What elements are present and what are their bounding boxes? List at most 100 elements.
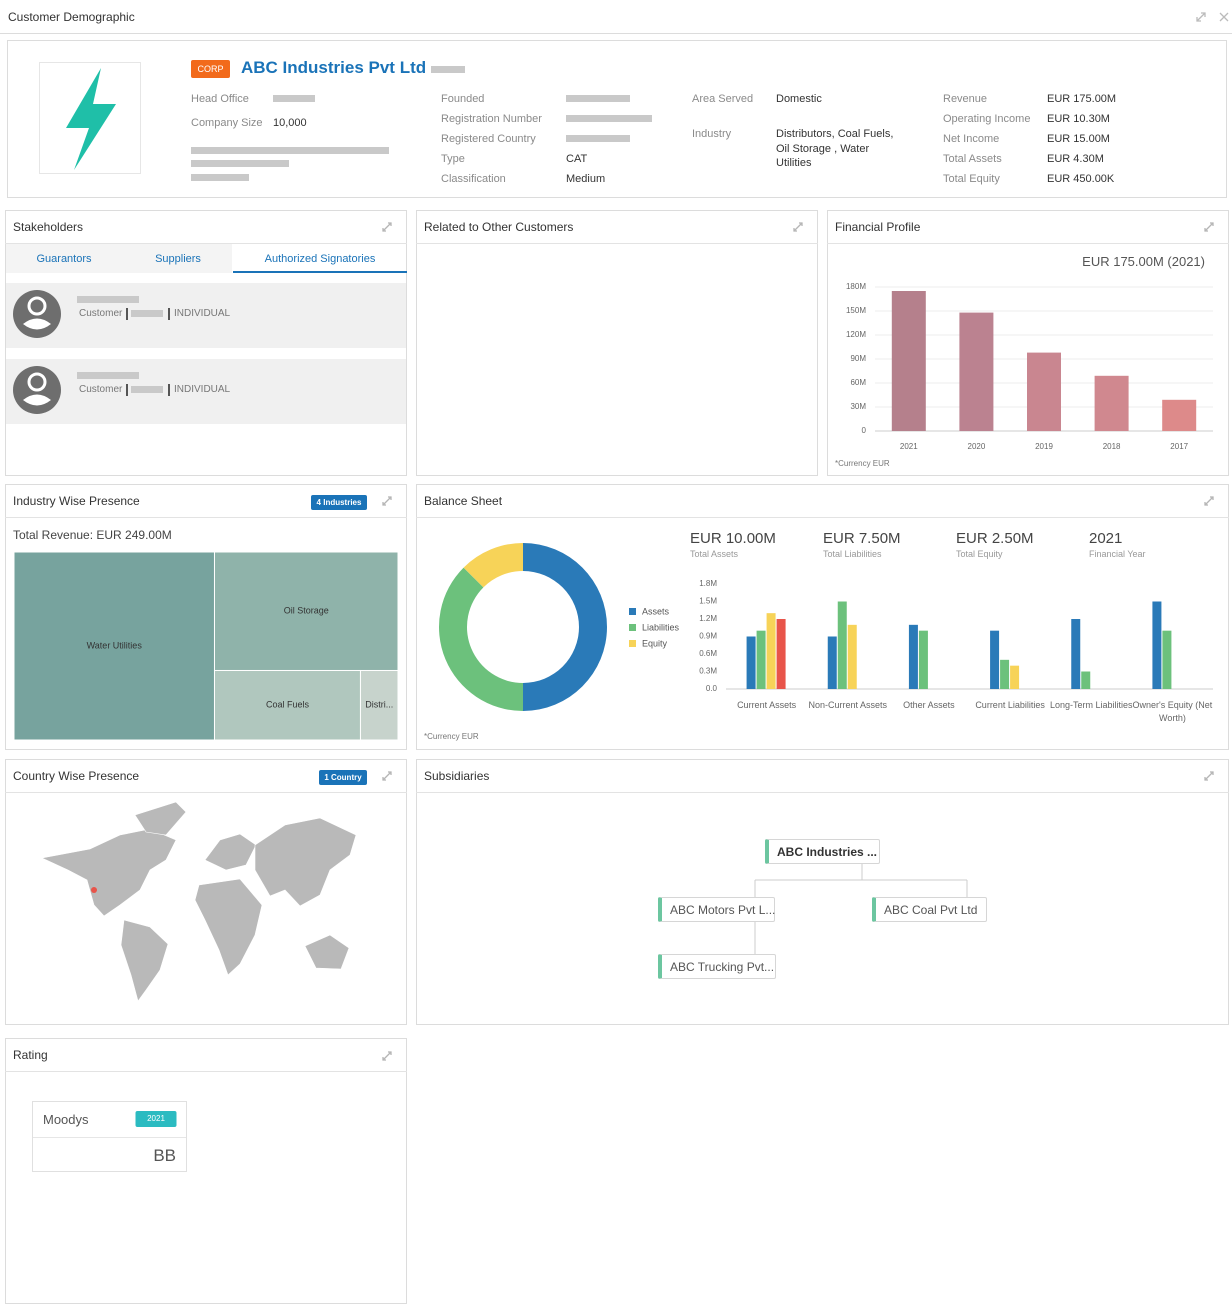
field-label: Founded — [441, 93, 485, 105]
panel — [416, 759, 1229, 1025]
bar — [908, 624, 918, 689]
tree-node[interactable] — [765, 839, 880, 864]
kpi-value: 2021 — [1089, 530, 1123, 547]
bar — [918, 630, 928, 689]
map-land — [254, 817, 357, 907]
note: *Currency EUR — [424, 732, 479, 741]
legend-swatch — [629, 608, 636, 615]
bar — [1027, 352, 1061, 431]
treemap-cell — [359, 669, 399, 741]
tab[interactable]: Authorized Signatories — [264, 253, 376, 265]
person-kind: INDIVIDUAL — [174, 384, 231, 395]
map-marker — [91, 887, 97, 893]
field-label: Type — [441, 153, 465, 165]
tab[interactable]: Suppliers — [155, 253, 201, 265]
expand-button[interactable] — [382, 222, 392, 232]
y-tick-label: 1.5M — [699, 597, 717, 606]
expand-button[interactable] — [382, 771, 392, 781]
expand-button[interactable] — [1204, 222, 1214, 232]
person-role: Customer — [79, 384, 123, 395]
y-tick-label: 0.6M — [699, 649, 717, 658]
map-land — [204, 833, 257, 871]
bar — [756, 630, 766, 689]
person-row — [6, 359, 406, 424]
bar — [827, 636, 837, 689]
rating-agency: Moodys — [43, 1112, 89, 1127]
donut-slice — [523, 543, 607, 711]
expand-button[interactable] — [382, 1051, 392, 1061]
map-land — [120, 919, 169, 1002]
bar — [1162, 399, 1197, 431]
customer-name: ABC Industries Pvt Ltd — [241, 58, 427, 77]
redacted — [431, 66, 465, 73]
treemap-label: Distri... — [365, 700, 393, 710]
note: *Currency EUR — [835, 459, 890, 468]
field-value: EUR 175.00M — [1047, 93, 1117, 105]
expand-button[interactable] — [1204, 771, 1214, 781]
tree-node-label: ABC Coal Pvt Ltd — [884, 903, 978, 917]
map-land — [134, 801, 187, 836]
separator — [126, 308, 128, 320]
separator — [168, 384, 170, 396]
panel-header-rule — [5, 1071, 407, 1072]
header-icons[interactable] — [1196, 12, 1229, 22]
field-value: EUR 15.00M — [1047, 133, 1110, 145]
treemap-cell — [213, 551, 399, 671]
y-tick-label: 30M — [850, 402, 866, 411]
redacted — [131, 386, 163, 393]
field-value: 10,000 — [273, 117, 307, 129]
map-land — [194, 878, 263, 976]
panel-title: Related to Other Customers — [424, 220, 574, 234]
field-value: Medium — [566, 173, 606, 185]
person-kind: INDIVIDUAL — [174, 308, 231, 319]
bar — [959, 312, 994, 431]
avatar-body — [23, 318, 51, 330]
panel-title: Stakeholders — [13, 220, 84, 234]
redacted — [191, 174, 249, 181]
donut-slice — [439, 567, 523, 711]
tree-node[interactable] — [658, 954, 776, 979]
bar — [1081, 671, 1091, 689]
treemap-label: Coal Fuels — [266, 700, 310, 710]
expand-button[interactable] — [382, 496, 392, 506]
tree-node[interactable] — [658, 897, 775, 922]
redacted — [566, 135, 630, 142]
kpi-label: Total Equity — [956, 549, 1003, 559]
bar — [1071, 619, 1081, 689]
tab-bar — [6, 244, 232, 273]
redacted — [566, 95, 630, 102]
treemap-cell — [13, 551, 215, 741]
y-tick-label: 120M — [846, 330, 866, 339]
logo-bolt — [66, 68, 116, 170]
avatar-head — [27, 372, 47, 392]
avatar-body — [23, 394, 51, 406]
panel-title: Country Wise Presence — [13, 769, 140, 783]
bar — [1000, 659, 1010, 689]
kpi-label: Financial Year — [1089, 549, 1146, 559]
field-label: Total Assets — [943, 153, 1002, 165]
panel-title: Subsidiaries — [424, 769, 490, 783]
kpi-value: EUR 10.00M — [690, 530, 776, 547]
bar — [776, 619, 786, 689]
map-land — [41, 828, 177, 917]
rating-rule — [33, 1137, 186, 1138]
x-tick-label: 2019 — [1035, 442, 1053, 451]
panel-header-rule — [827, 243, 1229, 244]
x-tick-label: 2018 — [1103, 442, 1121, 451]
tab[interactable]: Guarantors — [36, 253, 92, 265]
bar — [990, 630, 1000, 689]
tree-node-label: ABC Industries ... — [777, 845, 878, 859]
field-label: Industry — [692, 128, 732, 140]
expand-button[interactable] — [793, 222, 803, 232]
expand-button[interactable] — [1204, 496, 1214, 506]
field-value: Domestic — [776, 93, 822, 105]
y-tick-label: 150M — [846, 306, 866, 315]
bar — [1162, 630, 1172, 689]
tab-underline — [233, 271, 407, 273]
rating-year: 2021 — [135, 1111, 177, 1127]
tree-node[interactable] — [872, 897, 987, 922]
customer-badge: CORP — [191, 60, 230, 78]
legend-swatch — [629, 624, 636, 631]
